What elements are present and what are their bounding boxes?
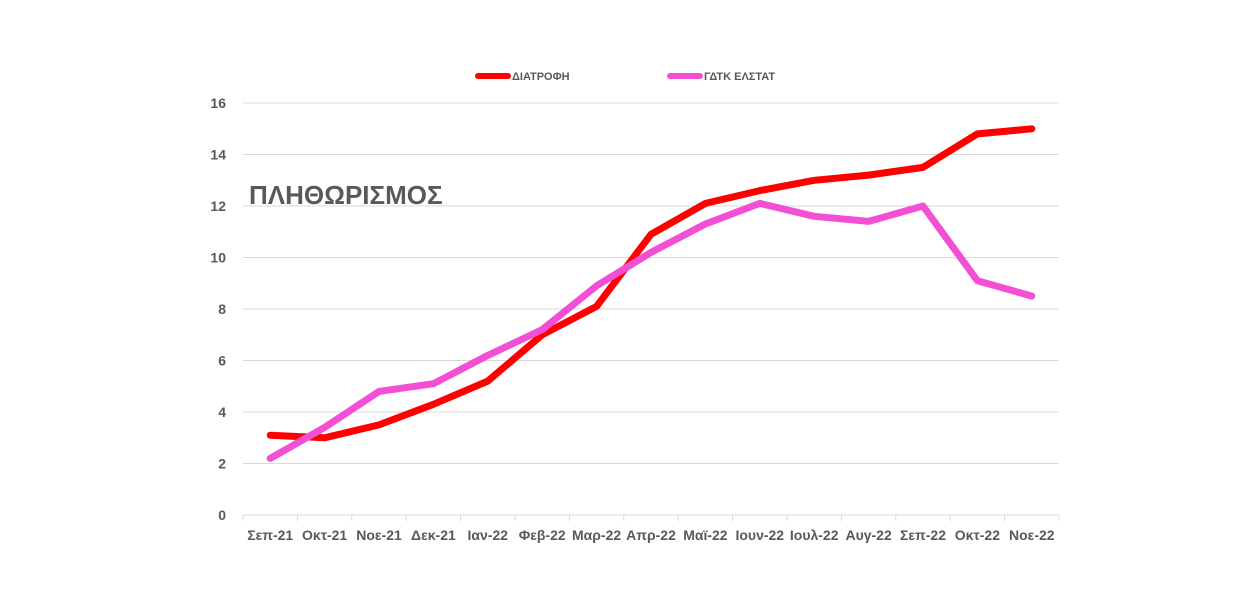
y-tick-label: 8 xyxy=(218,301,226,317)
x-tick-label: Φεβ-22 xyxy=(519,527,566,543)
y-tick-label: 2 xyxy=(218,456,226,472)
x-tick-label: Μαϊ-22 xyxy=(683,527,728,543)
series-line-1 xyxy=(266,199,1036,462)
x-tick-label: Νοε-21 xyxy=(356,527,402,543)
y-tick-label: 16 xyxy=(210,95,226,111)
x-tick-label: Ιουλ-22 xyxy=(790,527,839,543)
gridlines xyxy=(243,102,1059,464)
axes xyxy=(242,514,1060,521)
x-tick-label: Μαρ-22 xyxy=(572,527,621,543)
chart-annotation: ΠΛΗΘΩΡΙΣΜΟΣ xyxy=(249,180,443,210)
series-line-0 xyxy=(266,125,1036,442)
x-axis-tick-labels: Σεπ-21 Οκτ-21 Νοε-21 Δεκ-21 Ιαν-22 Φεβ-22 Μαρ-… xyxy=(247,527,1055,543)
legend-label: ΔΙΑΤΡΟΦΗ xyxy=(512,71,570,83)
legend: ΔΙΑΤΡΟΦΗ ΓΔΤΚ ΕΛΣΤΑΤ xyxy=(475,71,775,83)
x-tick-label: Απρ-22 xyxy=(626,527,676,543)
y-tick-label: 4 xyxy=(218,404,226,420)
y-tick-label: 14 xyxy=(210,147,226,163)
y-tick-label: 10 xyxy=(210,250,226,266)
x-tick-label: Αυγ-22 xyxy=(845,527,891,543)
y-axis-tick-labels: 0 2 4 6 8 10 12 14 16 xyxy=(210,95,226,523)
x-tick-label: Οκτ-21 xyxy=(302,527,347,543)
y-tick-label: 6 xyxy=(218,353,226,369)
x-tick-label: Οκτ-22 xyxy=(955,527,1000,543)
x-tick-label: Σεπ-21 xyxy=(247,527,293,543)
legend-label: ΓΔΤΚ ΕΛΣΤΑΤ xyxy=(704,71,775,83)
series-lines xyxy=(266,125,1036,462)
y-tick-label: 0 xyxy=(218,507,226,523)
x-tick-label: Νοε-22 xyxy=(1009,527,1055,543)
x-tick-label: Ιαν-22 xyxy=(468,527,509,543)
x-tick-label: Ιουν-22 xyxy=(735,527,784,543)
x-tick-label: Σεπ-22 xyxy=(900,527,946,543)
y-tick-label: 12 xyxy=(210,198,226,214)
x-tick-label: Δεκ-21 xyxy=(411,527,456,543)
